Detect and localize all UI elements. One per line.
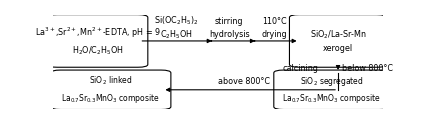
Text: La$^{3+}$,Sr$^{2+}$,Mn$^{2+}$-EDTA, pH = 9
H$_{2}$O/C$_{2}$H$_{5}$OH: La$^{3+}$,Sr$^{2+}$,Mn$^{2+}$-EDTA, pH =… — [34, 25, 161, 57]
Text: below 800°C: below 800°C — [342, 64, 393, 73]
Text: SiO$_{2}$ linked
La$_{0.7}$Sr$_{0.3}$MnO$_{3}$ composite: SiO$_{2}$ linked La$_{0.7}$Sr$_{0.3}$MnO… — [61, 75, 160, 105]
Text: 110°C: 110°C — [262, 17, 287, 26]
Text: C$_{2}$H$_{5}$OH: C$_{2}$H$_{5}$OH — [160, 28, 193, 41]
Text: Si(OC$_{2}$H$_{5}$)$_{2}$: Si(OC$_{2}$H$_{5}$)$_{2}$ — [154, 15, 199, 27]
Text: above 800°C: above 800°C — [218, 77, 270, 86]
FancyBboxPatch shape — [274, 70, 389, 110]
Text: drying: drying — [262, 30, 287, 39]
FancyBboxPatch shape — [289, 15, 387, 67]
Text: SiO$_{2}$/La-Sr-Mn
xerogel: SiO$_{2}$/La-Sr-Mn xerogel — [309, 28, 366, 53]
Text: stirring: stirring — [215, 17, 244, 26]
FancyBboxPatch shape — [47, 15, 148, 67]
Text: SiO$_{2}$ segregated
La$_{0.7}$Sr$_{0.3}$MnO$_{3}$ composite: SiO$_{2}$ segregated La$_{0.7}$Sr$_{0.3}… — [282, 75, 381, 105]
Text: calcining: calcining — [282, 64, 318, 73]
Text: hydrolysis: hydrolysis — [209, 30, 249, 39]
FancyBboxPatch shape — [51, 70, 171, 110]
